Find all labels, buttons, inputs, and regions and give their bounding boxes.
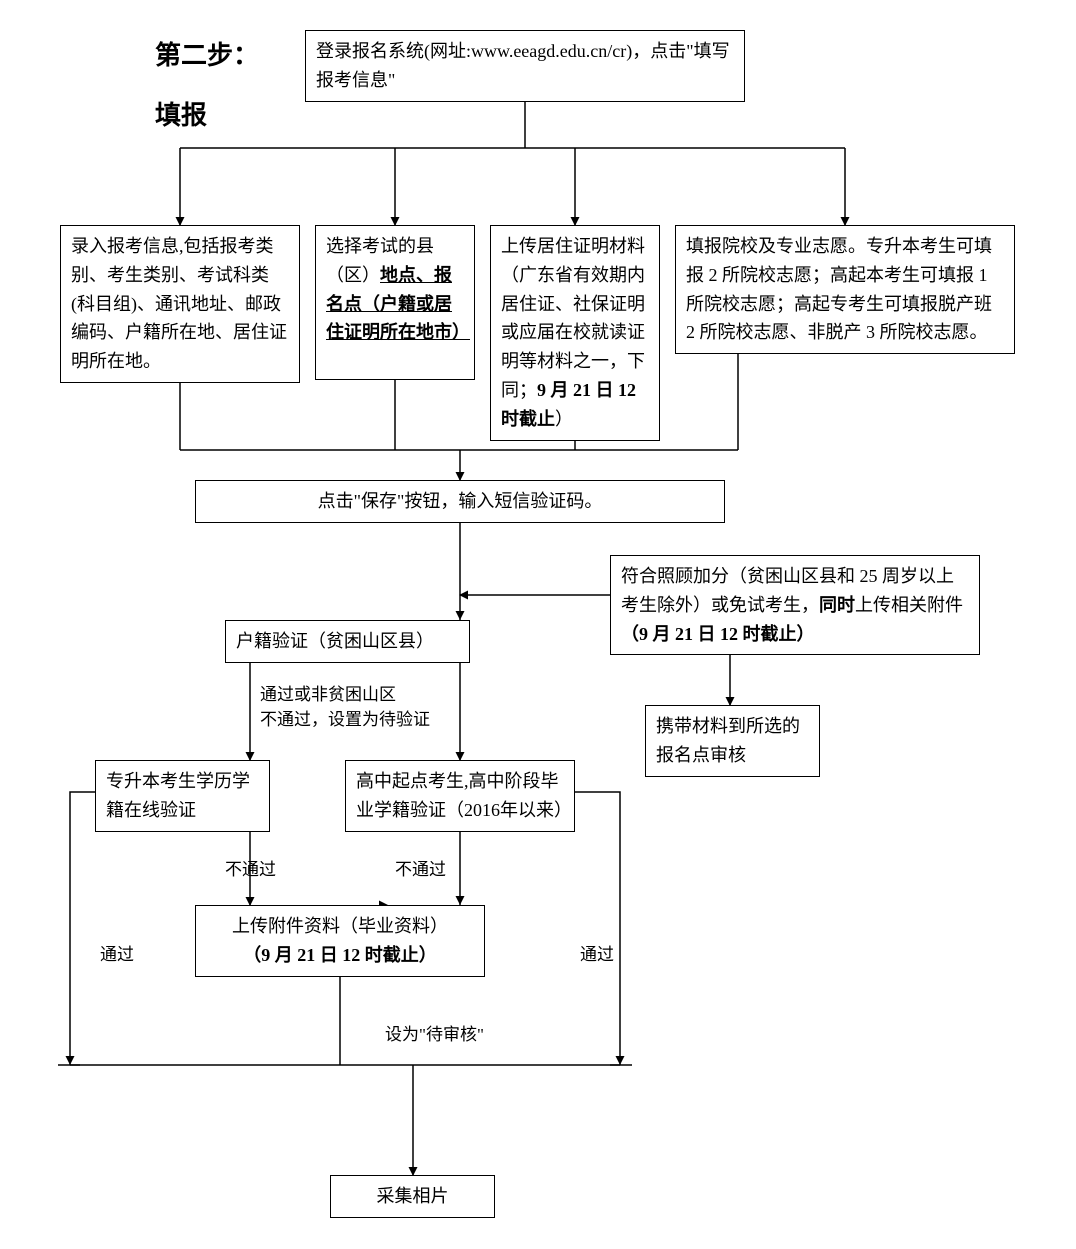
node-text: 专升本考生学历学籍在线验证	[106, 771, 250, 820]
node-save: 点击"保存"按钮，输入短信验证码。	[195, 480, 725, 523]
node-text: 携带材料到所选的报名点审核	[656, 716, 800, 765]
node-text-part1: 上传居住证明材料（广东省有效期内居住证、社保证明或应届在校就读证明等材料之一，下…	[501, 236, 645, 400]
node-highschool-verify: 高中起点考生,高中阶段毕业学籍验证（2016年以来）	[345, 760, 575, 832]
node-text: 录入报考信息,包括报考类别、考生类别、考试科类(科目组)、通讯地址、邮政编码、户…	[71, 236, 287, 371]
edge-label-fail-1: 不通过	[225, 855, 276, 880]
step-heading: 第二步：	[155, 35, 259, 72]
node-select-site: 选择考试的县（区）地点、报名点（户籍或居住证明所在地市）	[315, 225, 475, 380]
node-text-part2: ）	[555, 409, 573, 429]
edge-label-pass-2: 通过	[580, 940, 614, 965]
node-text-bold1: 同时	[819, 595, 855, 615]
node-login: 登录报名系统(网址:www.eeagd.edu.cn/cr)，点击"填写报考信息…	[305, 30, 745, 102]
node-text: 高中起点考生,高中阶段毕业学籍验证（2016年以来）	[356, 771, 572, 820]
edge-label-pass-1: 通过	[100, 940, 134, 965]
node-text: 登录报名系统(网址:www.eeagd.edu.cn/cr)，点击"填写报考信息…	[316, 41, 730, 90]
node-enter-info: 录入报考信息,包括报考类别、考生类别、考试科类(科目组)、通讯地址、邮政编码、户…	[60, 225, 300, 383]
edge-label-pass-or-not-poor: 通过或非贫困山区	[260, 680, 396, 705]
node-text-part2: 上传相关附件	[855, 595, 963, 615]
title-heading: 填报	[155, 95, 207, 132]
node-zsb-verify: 专升本考生学历学籍在线验证	[95, 760, 270, 832]
node-text-part1: 上传附件资料（毕业资料）	[232, 916, 448, 936]
node-huji-verify: 户籍验证（贫困山区县）	[225, 620, 470, 663]
node-text-bold2: （9 月 21 日 12 时截止）	[621, 624, 815, 644]
node-upload-attachment: 上传附件资料（毕业资料） （9 月 21 日 12 时截止）	[195, 905, 485, 977]
node-upload-residence: 上传居住证明材料（广东省有效期内居住证、社保证明或应届在校就读证明等材料之一，下…	[490, 225, 660, 441]
node-text: 采集相片	[377, 1186, 449, 1206]
edge-label-fail-2: 不通过	[395, 855, 446, 880]
node-collect-photo: 采集相片	[330, 1175, 495, 1218]
node-text: 填报院校及专业志愿。专升本考生可填报 2 所院校志愿；高起本考生可填报 1 所院…	[686, 236, 992, 342]
node-text: 点击"保存"按钮，输入短信验证码。	[318, 491, 603, 511]
node-bonus-exempt: 符合照顾加分（贫困山区县和 25 周岁以上考生除外）或免试考生，同时上传相关附件…	[610, 555, 980, 655]
edge-label-pending-review: 设为"待审核"	[385, 1020, 484, 1045]
node-text-bold: （9 月 21 日 12 时截止）	[243, 945, 437, 965]
node-fill-preference: 填报院校及专业志愿。专升本考生可填报 2 所院校志愿；高起本考生可填报 1 所院…	[675, 225, 1015, 354]
node-bring-materials: 携带材料到所选的报名点审核	[645, 705, 820, 777]
edge-label-fail-pending: 不通过，设置为待验证	[260, 705, 430, 730]
node-text: 户籍验证（贫困山区县）	[236, 631, 434, 651]
